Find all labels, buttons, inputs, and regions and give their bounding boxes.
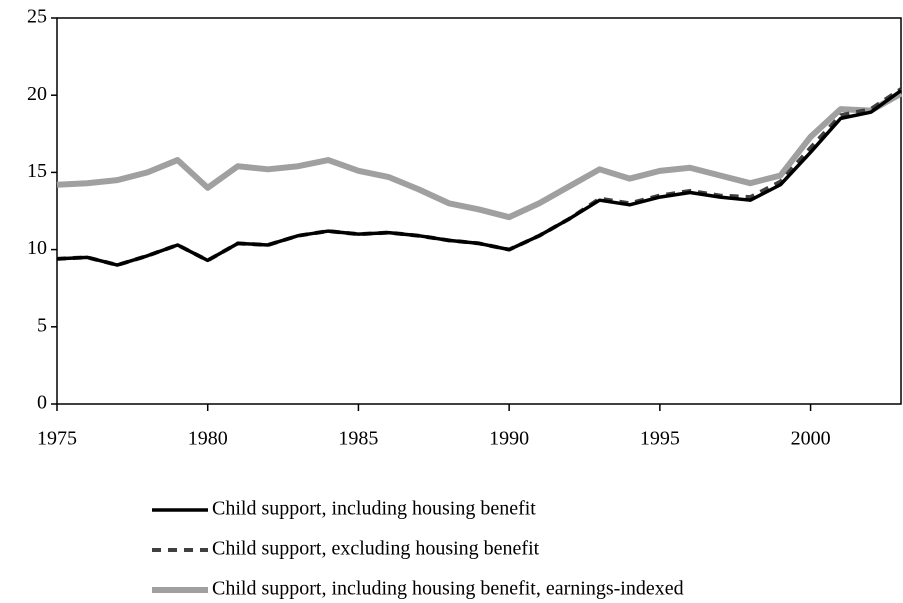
y-tick-label: 20 [27,83,47,105]
legend-label: Child support, including housing benefit… [212,578,684,600]
x-tick-label: 1975 [37,428,77,450]
series-line [56,91,903,221]
y-tick-label: 5 [37,314,47,336]
y-tick-label: 0 [37,392,47,414]
x-tick-label: 1985 [338,428,378,450]
series-line [56,89,903,267]
plot-frame [56,17,902,405]
legend-label: Child support, excluding housing benefit [212,538,540,560]
x-tick-label: 1990 [489,428,529,450]
y-tick-label: 10 [27,237,47,259]
y-tick-label: 15 [27,160,47,182]
x-tick-label: 1995 [640,428,680,450]
x-tick-label: 2000 [791,428,831,450]
y-tick-label: 25 [27,6,47,28]
legend-label: Child support, including housing benefit [212,498,536,520]
x-tick-label: 1980 [188,428,228,450]
